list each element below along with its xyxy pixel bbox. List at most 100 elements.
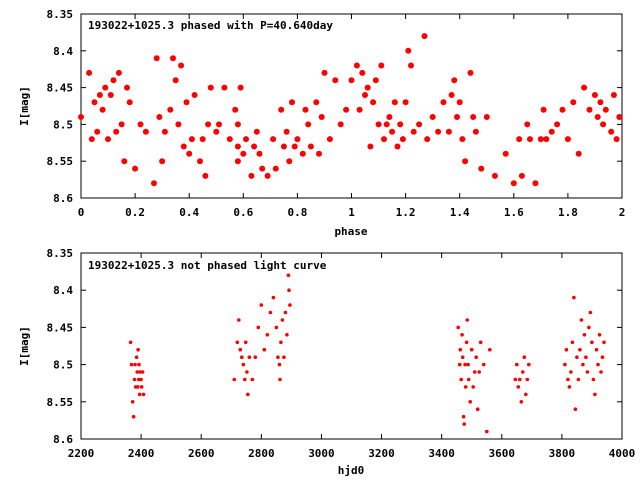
x-tick-label: 1.2 <box>396 206 416 219</box>
data-point <box>289 99 295 106</box>
data-point <box>170 55 176 62</box>
x-tick-label: 2600 <box>188 447 215 460</box>
data-point <box>370 99 377 106</box>
axis-ticks: 2200 2400 2600 2800 3000 3200 3400 3600 3800 4000… <box>47 247 636 460</box>
data-point <box>136 385 140 389</box>
data-point <box>91 99 98 106</box>
data-point <box>132 165 139 172</box>
data-point <box>518 172 525 179</box>
data-point <box>375 121 382 128</box>
data-point <box>599 370 603 374</box>
data-point <box>159 158 166 165</box>
data-point <box>337 121 344 128</box>
data-point <box>283 128 290 135</box>
data-point <box>456 99 463 106</box>
data-point <box>259 165 266 172</box>
data-point <box>136 347 140 352</box>
data-point <box>161 128 168 135</box>
data-point <box>402 99 409 106</box>
data-point <box>591 377 596 382</box>
x-tick-label: 3000 <box>308 447 335 460</box>
data-point <box>461 414 466 419</box>
data-point <box>563 362 567 367</box>
data-point <box>131 414 136 419</box>
data-point <box>472 128 479 135</box>
data-point <box>600 355 605 360</box>
data-point <box>237 84 244 91</box>
data-point <box>134 355 139 360</box>
data-point <box>178 62 185 69</box>
data-point <box>458 347 463 352</box>
x-tick-label: 3600 <box>489 447 516 460</box>
data-point <box>232 377 237 382</box>
data-point <box>466 377 471 382</box>
data-point <box>554 121 561 128</box>
data-point <box>527 362 531 367</box>
x-tick-label: 2800 <box>248 447 275 460</box>
data-point <box>586 106 593 113</box>
data-point <box>221 84 228 91</box>
data-point <box>460 333 464 337</box>
data-point <box>588 310 593 315</box>
data-point <box>264 172 271 179</box>
data-point <box>378 62 385 69</box>
axis-ticks: 0 0.2 0.4 0.6 0.8 1 1.2 1.4 1.6 1.8 2 8.35 8.4 8.45 8.… <box>47 8 626 219</box>
data-point <box>105 136 111 143</box>
data-point <box>559 106 566 113</box>
data-point <box>457 362 462 367</box>
data-point <box>88 136 95 143</box>
data-point <box>183 99 190 106</box>
y-tick-label: 8.6 <box>53 433 73 446</box>
plot-frame <box>80 13 623 199</box>
data-point <box>172 77 179 84</box>
data-point <box>188 136 195 143</box>
data-point <box>353 62 360 69</box>
data-point <box>471 385 476 389</box>
data-point <box>524 392 528 397</box>
data-point <box>299 150 306 157</box>
data-point <box>226 136 233 143</box>
data-point <box>343 106 350 113</box>
data-point <box>250 377 255 382</box>
plot-title: 193022+1025.3 phased with P=40.640day <box>88 19 333 32</box>
data-point <box>576 377 581 382</box>
y-tick-label: 8.45 <box>47 82 74 95</box>
data-point <box>510 180 517 187</box>
data-point <box>462 422 467 426</box>
data-point <box>488 347 492 352</box>
y-tick-label: 8.6 <box>53 192 73 205</box>
data-point <box>581 84 588 91</box>
data-point <box>435 128 442 135</box>
data-point <box>234 121 241 128</box>
x-tick-label: 0.4 <box>179 206 199 219</box>
data-point <box>616 114 623 120</box>
data-point <box>137 121 144 128</box>
data-point <box>326 136 333 143</box>
data-point <box>394 143 401 150</box>
data-point <box>524 121 531 128</box>
data-point <box>78 114 84 120</box>
y-tick-label: 8.4 <box>53 284 73 297</box>
data-point <box>596 362 600 367</box>
data-point <box>202 172 209 179</box>
data-point <box>391 99 398 106</box>
data-point <box>399 136 406 143</box>
data-point <box>460 355 465 360</box>
x-tick-label: 2200 <box>68 447 95 460</box>
data-point <box>238 347 243 352</box>
data-point <box>129 362 134 367</box>
data-point <box>584 355 588 360</box>
data-point <box>235 340 240 345</box>
data-point <box>372 77 379 84</box>
data-point <box>359 69 366 76</box>
data-point <box>591 92 598 98</box>
data-point <box>286 273 291 278</box>
data-point <box>472 370 477 374</box>
data-point <box>522 355 527 360</box>
x-tick-label: 0 <box>78 206 85 219</box>
data-point <box>262 347 267 352</box>
data-point <box>567 385 572 389</box>
data-point <box>451 77 458 84</box>
data-point <box>386 114 393 120</box>
